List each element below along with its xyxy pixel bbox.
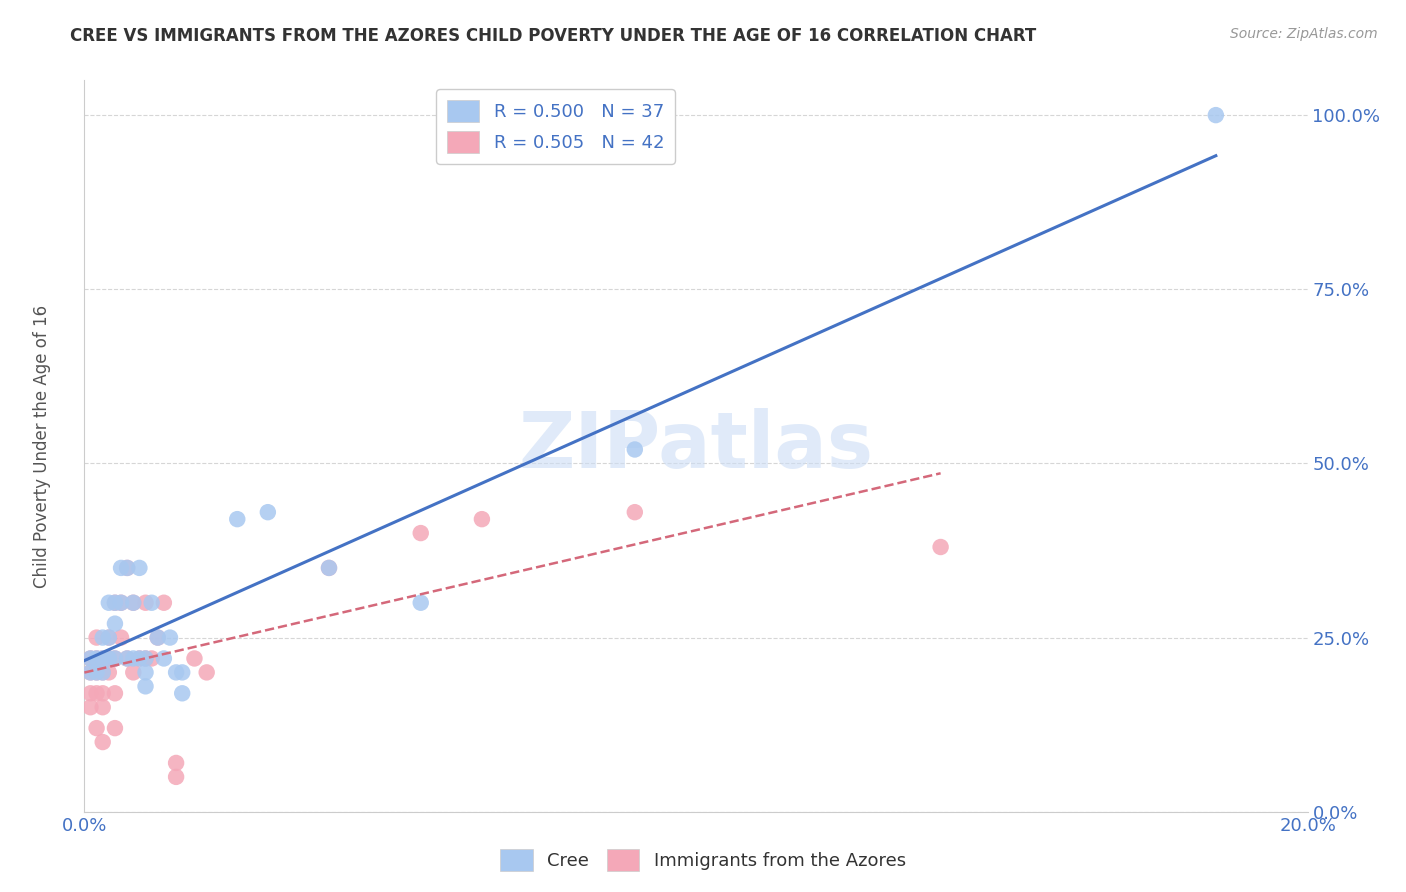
Point [146, 631, 169, 645]
Point [122, 651, 145, 665]
Point [79, 700, 101, 714]
Point [91, 665, 114, 680]
Point [409, 596, 432, 610]
Text: Source: ZipAtlas.com: Source: ZipAtlas.com [1230, 27, 1378, 41]
Point [115, 651, 138, 665]
Point [135, 651, 157, 665]
Point [172, 686, 194, 700]
Point [86, 651, 108, 665]
Point [97, 631, 120, 645]
Point [104, 616, 127, 631]
Point [159, 631, 181, 645]
Point [115, 561, 138, 575]
Point [195, 665, 218, 680]
Point [110, 561, 132, 575]
Point [97, 665, 120, 680]
Point [165, 665, 187, 680]
Point [97, 631, 120, 645]
Legend: R = 0.500   N = 37, R = 0.505   N = 42: R = 0.500 N = 37, R = 0.505 N = 42 [436, 89, 675, 164]
Point [135, 596, 157, 610]
Point [97, 651, 120, 665]
Point [110, 596, 132, 610]
Point [104, 686, 127, 700]
Point [153, 651, 176, 665]
Point [86, 665, 108, 680]
Point [318, 561, 340, 575]
Point [318, 561, 340, 575]
Point [409, 526, 432, 541]
Point [91, 631, 114, 645]
Point [79, 651, 101, 665]
Point [104, 651, 127, 665]
Point [86, 631, 108, 645]
Point [122, 596, 145, 610]
Point [104, 651, 127, 665]
Point [104, 721, 127, 735]
Point [471, 512, 494, 526]
Point [91, 735, 114, 749]
Point [141, 651, 163, 665]
Point [91, 651, 114, 665]
Point [79, 665, 101, 680]
Point [86, 686, 108, 700]
Point [110, 596, 132, 610]
Point [624, 505, 647, 519]
Point [128, 651, 150, 665]
Point [183, 651, 205, 665]
Point [128, 651, 150, 665]
Point [97, 651, 120, 665]
Point [146, 631, 169, 645]
Point [257, 505, 280, 519]
Point [141, 596, 163, 610]
Point [104, 596, 127, 610]
Point [1205, 108, 1227, 122]
Point [172, 665, 194, 680]
Point [624, 442, 647, 457]
Point [79, 665, 101, 680]
Point [165, 770, 187, 784]
Point [122, 596, 145, 610]
Point [86, 665, 108, 680]
Text: ZIPatlas: ZIPatlas [519, 408, 873, 484]
Point [79, 686, 101, 700]
Point [122, 665, 145, 680]
Point [165, 756, 187, 770]
Point [104, 596, 127, 610]
Point [91, 700, 114, 714]
Text: Child Poverty Under the Age of 16: Child Poverty Under the Age of 16 [34, 304, 51, 588]
Point [91, 686, 114, 700]
Point [79, 651, 101, 665]
Point [135, 651, 157, 665]
Point [135, 665, 157, 680]
Point [86, 721, 108, 735]
Point [97, 596, 120, 610]
Point [128, 561, 150, 575]
Point [929, 540, 952, 554]
Text: CREE VS IMMIGRANTS FROM THE AZORES CHILD POVERTY UNDER THE AGE OF 16 CORRELATION: CREE VS IMMIGRANTS FROM THE AZORES CHILD… [70, 27, 1036, 45]
Point [135, 679, 157, 693]
Point [115, 561, 138, 575]
Legend: Cree, Immigrants from the Azores: Cree, Immigrants from the Azores [494, 842, 912, 879]
Point [115, 651, 138, 665]
Point [91, 665, 114, 680]
Point [153, 596, 176, 610]
Point [91, 651, 114, 665]
Point [86, 651, 108, 665]
Point [110, 631, 132, 645]
Point [226, 512, 249, 526]
